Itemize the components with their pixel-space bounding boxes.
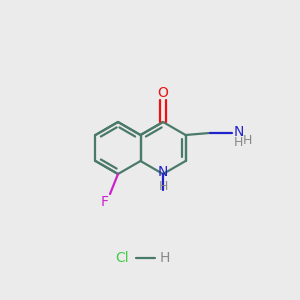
Text: H: H <box>160 251 170 265</box>
Text: N: N <box>158 165 168 179</box>
Text: H: H <box>234 136 243 148</box>
Text: O: O <box>158 86 169 100</box>
Text: N: N <box>233 125 244 139</box>
Text: Cl: Cl <box>115 251 129 265</box>
Text: F: F <box>101 195 109 209</box>
Text: H: H <box>243 134 252 148</box>
Text: H: H <box>158 179 168 193</box>
